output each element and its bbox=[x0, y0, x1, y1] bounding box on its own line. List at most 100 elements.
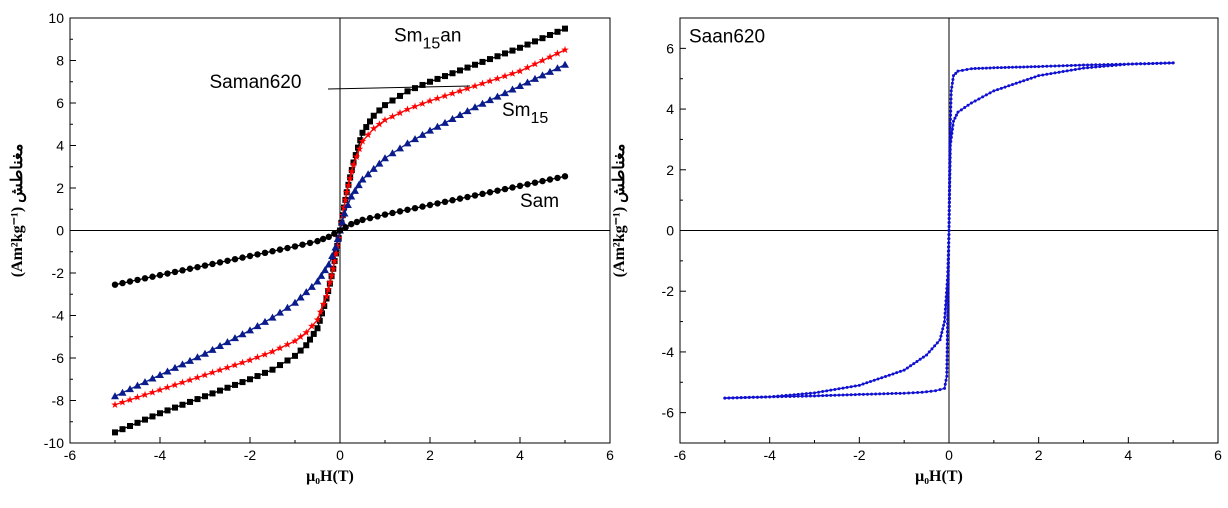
dot-marker bbox=[948, 176, 952, 180]
circle-marker bbox=[156, 271, 164, 279]
dot-marker bbox=[887, 373, 891, 377]
y-axis-title: (Am²kg⁻¹) مغناطش bbox=[611, 144, 629, 278]
dot-marker bbox=[813, 394, 816, 398]
dot-marker bbox=[944, 295, 948, 299]
dot-marker bbox=[1061, 64, 1065, 68]
square-marker bbox=[269, 366, 276, 373]
star-marker bbox=[463, 84, 472, 92]
circle-marker bbox=[216, 259, 224, 266]
y-axis-title: (Am²kg⁻¹) مغناطش bbox=[9, 144, 27, 278]
triangle-marker bbox=[302, 288, 311, 296]
x-tick-label: 4 bbox=[1124, 447, 1132, 463]
square-marker bbox=[532, 38, 538, 45]
dot-marker bbox=[1171, 61, 1175, 65]
circle-marker bbox=[134, 276, 141, 284]
dot-marker bbox=[878, 392, 882, 396]
dot-marker bbox=[965, 68, 969, 72]
dot-marker bbox=[941, 327, 945, 331]
square-marker bbox=[316, 317, 323, 324]
dot-marker bbox=[1029, 65, 1033, 69]
series-1 bbox=[723, 61, 1175, 400]
circle-marker bbox=[179, 267, 186, 274]
circle-marker bbox=[342, 224, 349, 231]
dot-marker bbox=[954, 113, 958, 117]
circle-marker bbox=[164, 270, 171, 277]
star-marker bbox=[327, 271, 336, 279]
square-marker bbox=[449, 70, 456, 77]
star-marker bbox=[208, 368, 217, 376]
x-tick-label: 4 bbox=[516, 447, 524, 463]
triangle-marker bbox=[433, 122, 442, 130]
square-marker bbox=[487, 56, 493, 63]
dot-marker bbox=[944, 378, 948, 382]
y-tick-label: 4 bbox=[666, 101, 674, 117]
dot-marker bbox=[945, 350, 949, 354]
dot-marker bbox=[853, 393, 857, 397]
dot-marker bbox=[935, 341, 939, 345]
square-marker bbox=[292, 352, 298, 359]
dot-marker bbox=[945, 330, 949, 334]
triangle-marker bbox=[118, 388, 127, 396]
dot-marker bbox=[1114, 63, 1118, 67]
star-marker bbox=[126, 395, 134, 403]
dot-marker bbox=[837, 387, 841, 391]
dot-marker bbox=[1069, 63, 1073, 67]
circle-marker bbox=[434, 200, 441, 207]
circle-marker bbox=[261, 249, 269, 257]
triangle-marker bbox=[193, 353, 202, 361]
star-marker bbox=[302, 328, 311, 336]
circle-marker bbox=[501, 185, 509, 193]
dot-marker bbox=[1122, 63, 1126, 67]
triangle-marker bbox=[291, 298, 299, 306]
triangle-marker bbox=[331, 243, 340, 251]
dot-marker bbox=[948, 188, 952, 192]
star-marker bbox=[546, 53, 554, 61]
dot-marker bbox=[788, 393, 792, 397]
dot-marker bbox=[1049, 72, 1053, 76]
dot-marker bbox=[949, 135, 953, 139]
annotation-main: Saman620 bbox=[210, 72, 302, 93]
star-marker bbox=[388, 112, 397, 120]
dot-marker bbox=[981, 66, 985, 70]
right-hysteresis-chart: -6 -4 -2 0 2 4 6 -6 -4 -2 0 2 4 6 μ₀H(T) (Am²kg⁻¹) مغنا… bbox=[611, 17, 1222, 485]
star-marker bbox=[538, 56, 547, 64]
triangle-marker bbox=[261, 317, 269, 325]
dot-marker bbox=[1037, 74, 1041, 78]
y-tick-label: -8 bbox=[52, 393, 65, 409]
dot-marker bbox=[1007, 65, 1011, 69]
triangle-marker bbox=[486, 96, 494, 104]
dot-marker bbox=[953, 116, 957, 120]
dot-marker bbox=[925, 390, 929, 394]
dot-marker bbox=[992, 89, 996, 93]
dot-marker bbox=[876, 377, 880, 381]
circle-marker bbox=[471, 192, 479, 199]
triangle-marker bbox=[253, 322, 262, 330]
dot-marker bbox=[946, 249, 950, 253]
dot-marker bbox=[1053, 71, 1057, 75]
triangle-marker bbox=[448, 114, 457, 122]
dot-marker bbox=[870, 392, 874, 396]
y-tick-label: 6 bbox=[56, 95, 64, 111]
square-marker bbox=[239, 379, 246, 386]
x-tick-label: 6 bbox=[606, 447, 614, 463]
series-3 bbox=[111, 173, 569, 288]
dot-marker bbox=[1003, 65, 1007, 69]
triangle-marker bbox=[538, 71, 547, 79]
dot-marker bbox=[1041, 64, 1045, 68]
dot-marker bbox=[996, 66, 1000, 70]
dot-marker bbox=[933, 344, 937, 348]
annotation-main: Sam bbox=[520, 191, 559, 212]
square-marker bbox=[157, 410, 163, 417]
circle-marker bbox=[119, 279, 126, 287]
circle-marker bbox=[111, 281, 119, 288]
dot-marker bbox=[950, 85, 954, 89]
dot-marker bbox=[946, 309, 950, 313]
star-marker bbox=[322, 292, 331, 300]
dot-marker bbox=[1151, 61, 1155, 65]
square-marker bbox=[370, 112, 377, 119]
star-marker bbox=[261, 350, 269, 358]
square-marker bbox=[310, 330, 317, 337]
dot-marker bbox=[1073, 63, 1077, 67]
dot-marker bbox=[804, 392, 808, 396]
star-marker bbox=[238, 358, 247, 366]
